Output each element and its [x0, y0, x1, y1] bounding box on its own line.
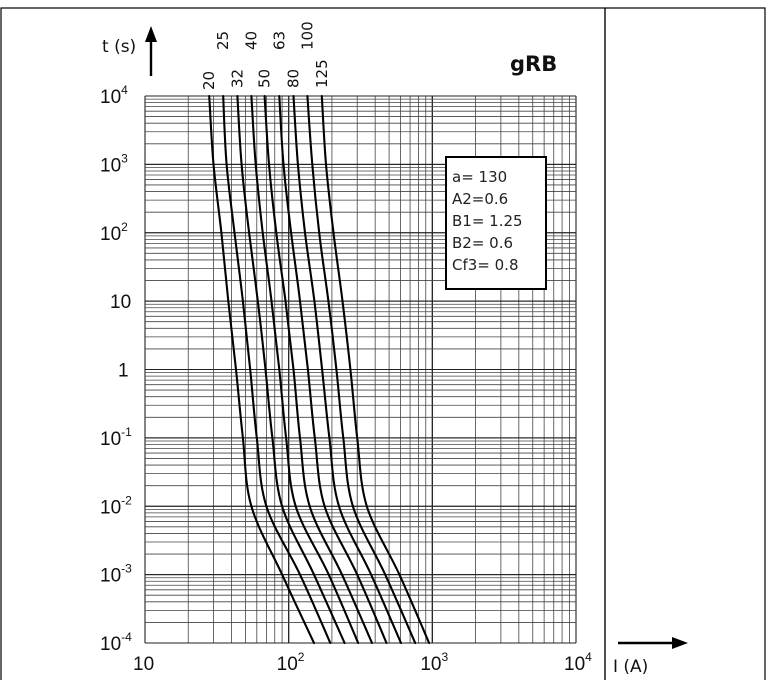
x-tick-label: 102	[277, 650, 305, 675]
x-tick-label: 10	[133, 654, 154, 675]
curve-40	[250, 94, 360, 645]
param-line: A2=0.6	[452, 190, 508, 208]
param-line: a= 130	[452, 168, 507, 186]
curve-label-125: 125	[313, 59, 331, 88]
parameter-box: a= 130 A2=0.6 B1= 1.25 B2= 0.6 Cf3= 0.8	[445, 156, 547, 290]
y-tick-label: 10-4	[100, 630, 132, 655]
y-tick-label: 104	[100, 83, 128, 108]
x-tick-label: 103	[420, 650, 448, 675]
curve-20	[208, 94, 316, 645]
curve-label-20: 20	[200, 71, 218, 90]
right-frame	[604, 7, 766, 680]
x-axis-title: I (A)	[613, 657, 648, 677]
y-tick-label: 103	[100, 151, 128, 176]
curve-label-80: 80	[284, 69, 302, 88]
curve-80	[292, 94, 403, 645]
y-tick-label: 10-1	[100, 425, 132, 450]
curve-label-63: 63	[270, 31, 288, 50]
curve-32	[236, 94, 346, 645]
curve-25	[222, 94, 332, 645]
curve-125	[320, 94, 431, 645]
curve-50	[263, 94, 374, 645]
curve-label-32: 32	[228, 69, 246, 88]
param-line: B1= 1.25	[452, 212, 523, 230]
chart-title: gRB	[510, 52, 557, 76]
curve-label-25: 25	[214, 31, 232, 50]
y-tick-label: 10	[110, 292, 131, 313]
param-line: B2= 0.6	[452, 234, 513, 252]
y-tick-label: 10-2	[100, 493, 132, 518]
x-axis-arrow	[618, 637, 688, 649]
curve-label-100: 100	[298, 21, 316, 50]
param-line: Cf3= 0.8	[452, 256, 519, 274]
curve-labels: 20 25 32 40 50 63 80 100 125	[200, 21, 331, 90]
x-tick-labels: 10 102 103 104	[133, 650, 592, 675]
x-tick-label: 104	[564, 650, 592, 675]
curve-label-40: 40	[242, 31, 260, 50]
y-tick-label: 1	[118, 361, 129, 382]
y-tick-label: 102	[100, 220, 128, 245]
y-tick-label: 10-3	[100, 562, 132, 587]
curve-100	[306, 94, 417, 645]
curve-63	[278, 94, 388, 645]
y-axis-title: t (s)	[102, 37, 136, 57]
curve-label-50: 50	[256, 69, 274, 88]
y-axis-arrow	[145, 26, 157, 76]
curves	[208, 94, 431, 645]
grid	[144, 95, 577, 644]
